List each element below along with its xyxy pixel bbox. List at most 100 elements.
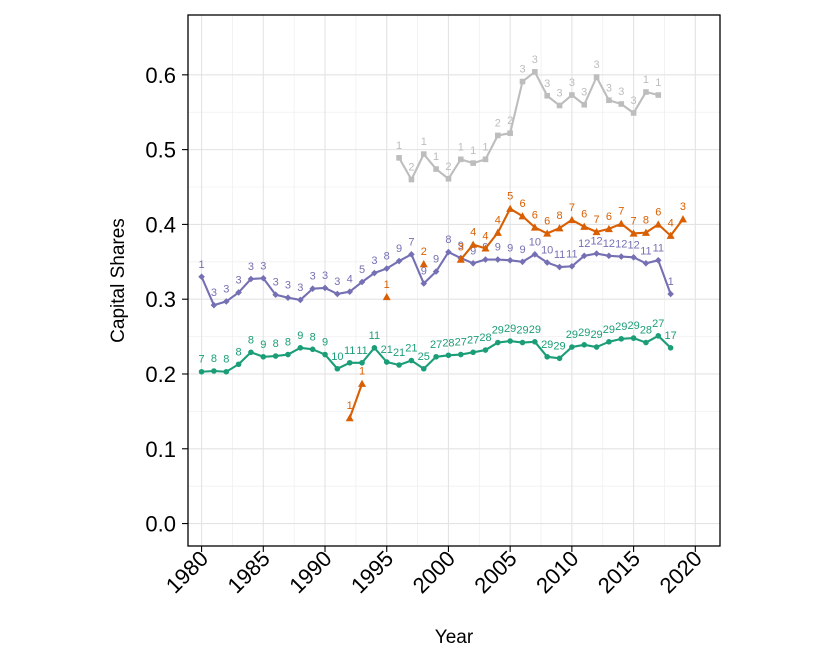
data-label: 11 [554, 249, 565, 261]
data-point [222, 298, 230, 305]
data-point [481, 244, 490, 252]
data-point [334, 365, 341, 372]
data-point [544, 353, 550, 360]
data-label: 8 [310, 331, 316, 343]
data-point [643, 339, 649, 346]
data-point [248, 349, 254, 356]
data-point [556, 102, 563, 109]
data-label: 1 [458, 141, 464, 153]
data-point [581, 342, 588, 348]
data-label: 3 [248, 261, 254, 273]
y-tick-label: 0.2 [145, 362, 176, 387]
data-point [642, 259, 650, 267]
data-point [457, 156, 464, 163]
data-point [247, 275, 255, 283]
data-point [567, 215, 576, 224]
data-point [641, 228, 650, 236]
data-point [408, 176, 415, 183]
data-point [555, 224, 564, 232]
data-label: 29 [590, 329, 602, 341]
data-point [592, 227, 601, 236]
data-label: 8 [384, 251, 390, 263]
data-point [495, 132, 501, 139]
data-label: 3 [556, 87, 562, 99]
data-point [272, 291, 279, 299]
data-point [420, 280, 428, 287]
data-label: 27 [652, 318, 664, 330]
data-point [531, 251, 539, 258]
data-label: 1 [643, 74, 649, 86]
data-point [420, 151, 427, 157]
data-label: 27 [430, 339, 442, 351]
x-tick-label: 2020 [655, 546, 707, 598]
data-point [530, 223, 539, 231]
data-label: 3 [606, 82, 612, 94]
data-label: 3 [211, 287, 217, 299]
data-label: 3 [532, 54, 538, 66]
data-label: 29 [529, 324, 541, 336]
data-label: 12 [615, 239, 627, 251]
data-label: 29 [504, 323, 516, 335]
data-label: 3 [310, 271, 316, 283]
data-point [667, 345, 674, 351]
y-tick-label: 0.6 [145, 63, 176, 88]
data-point [506, 204, 515, 212]
data-label: 9 [396, 243, 402, 255]
data-label: 11 [356, 345, 367, 357]
x-tick-label: 2015 [593, 546, 645, 598]
data-point [396, 155, 402, 161]
data-point [358, 278, 366, 286]
data-label: 4 [495, 215, 501, 227]
data-label: 3 [371, 255, 377, 267]
x-tick-label: 1985 [223, 546, 275, 598]
data-label: 3 [569, 77, 575, 89]
data-point [482, 347, 489, 353]
data-label: 28 [479, 332, 491, 344]
data-point [544, 92, 550, 99]
data-point [543, 229, 552, 237]
data-point [493, 228, 502, 236]
data-label: 27 [455, 337, 467, 349]
data-point [507, 338, 513, 344]
data-point [346, 288, 353, 296]
data-point [346, 359, 353, 366]
data-label: 9 [433, 254, 439, 266]
data-label: 11 [566, 248, 577, 260]
data-point [532, 339, 538, 345]
data-point [297, 345, 304, 351]
data-point [630, 110, 637, 116]
grid [188, 15, 720, 546]
data-point [507, 130, 513, 136]
data-label: 12 [627, 239, 639, 251]
data-label: 9 [260, 339, 266, 351]
data-point [604, 224, 613, 233]
data-label: 29 [615, 321, 627, 333]
x-tick-label: 2000 [408, 546, 460, 598]
data-label: 1 [470, 145, 476, 157]
data-label: 29 [627, 320, 639, 332]
data-point [345, 414, 354, 422]
data-label: 6 [606, 211, 612, 223]
data-point [569, 92, 575, 98]
data-point [383, 359, 390, 365]
data-label: 2 [421, 246, 427, 258]
data-point [408, 251, 415, 258]
data-point [593, 74, 600, 80]
data-point [606, 339, 612, 345]
data-point [618, 336, 625, 342]
data-label: 12 [603, 238, 615, 250]
data-point [235, 361, 242, 368]
data-point [420, 365, 427, 372]
series-line: 1333333333334538979989999991010111112121… [198, 234, 674, 309]
data-label: 9 [297, 330, 303, 342]
data-label: 3 [273, 277, 279, 289]
data-point [260, 353, 267, 360]
data-label: 7 [199, 354, 205, 366]
data-label: 9 [519, 244, 525, 256]
data-label: 3 [223, 283, 229, 295]
data-label: 21 [405, 343, 417, 355]
data-label: 8 [556, 210, 562, 222]
